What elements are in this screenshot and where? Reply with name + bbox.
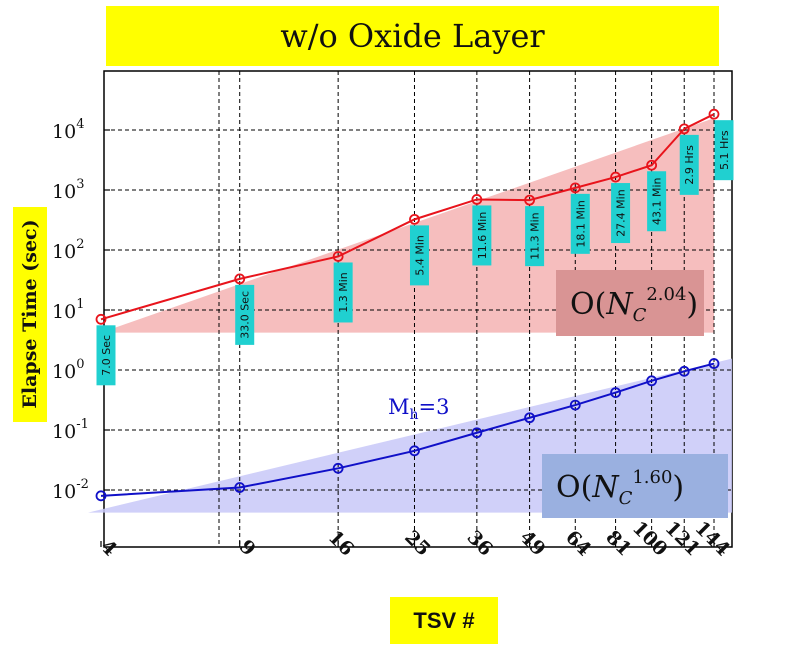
red-complexity-label: O(NC2.04) (570, 284, 698, 326)
chart-title: w/o Oxide Layer (106, 6, 719, 66)
red-series-point (524, 194, 535, 206)
blue-series-point (234, 482, 246, 493)
data-label-bg (679, 134, 699, 195)
red-series-point (95, 313, 107, 325)
data-label-bg (96, 325, 116, 386)
data-label-box: 33.0 Sec (235, 284, 255, 345)
y-tick-label: 10-2 (52, 477, 89, 503)
data-label: 11.3 Min (529, 212, 542, 260)
y-tick-label: 104 (52, 117, 84, 143)
red-series-point (471, 194, 483, 205)
red-series-point (610, 171, 621, 183)
data-label-box: 1.3 Min (333, 262, 353, 323)
data-label-box: 7.0 Sec (96, 325, 116, 386)
data-label: 5.1 Hrs (718, 130, 731, 170)
y-tick-label: 10-1 (52, 417, 89, 443)
data-label-bg (647, 171, 667, 232)
data-label: 7.0 Sec (100, 335, 113, 376)
data-label-bg (235, 284, 255, 345)
blue-series-point (610, 387, 621, 399)
red-series-point (234, 273, 246, 285)
blue-series-point (332, 462, 344, 474)
data-label: 5.4 Min (413, 235, 426, 276)
blue-series-point (95, 490, 107, 502)
data-label-box: 18.1 Min (570, 193, 590, 254)
data-label-bg (570, 193, 590, 254)
data-label-bg (611, 183, 631, 244)
y-tick-label: 101 (52, 297, 84, 323)
data-label: 11.6 Min (476, 212, 489, 260)
red-series-point (678, 123, 690, 135)
red-series-point (646, 159, 658, 171)
data-label-box: 27.4 Min (611, 183, 631, 244)
blue-series-point (569, 399, 581, 411)
data-label-bg (472, 205, 492, 266)
red-series-point (409, 213, 420, 225)
blue-series-point (409, 445, 420, 457)
blue-complexity-label: O(NC1.60) (556, 467, 684, 509)
data-label-bg (333, 262, 353, 323)
data-label-box: 11.3 Min (525, 206, 545, 267)
x-axis-label: TSV # (390, 597, 498, 644)
data-label-box: 5.1 Hrs (714, 120, 734, 181)
red-series-point (569, 182, 581, 194)
blue-series-point (708, 358, 720, 369)
blue-series-line (100, 362, 715, 497)
blue-series-point (471, 427, 483, 439)
mh-annotation: Mh=3 (388, 395, 450, 423)
data-label: 2.9 Hrs (683, 145, 696, 185)
blue-series-point (524, 412, 535, 424)
blue-complexity-label-bg (542, 454, 728, 518)
red-series-point (332, 251, 344, 262)
data-label: 18.1 Min (574, 200, 587, 248)
red-series-line (100, 113, 715, 321)
red-series-point (708, 108, 720, 120)
data-label-box: 11.6 Min (472, 205, 492, 266)
data-label-bg (714, 120, 734, 181)
y-axis-label-background (13, 207, 47, 422)
blue-series-point (646, 375, 658, 387)
data-label: 27.4 Min (615, 189, 628, 237)
data-label: 33.0 Sec (239, 291, 252, 339)
red-complexity-label-bg (556, 270, 704, 336)
blue-series-point (678, 365, 690, 377)
y-tick-label: 103 (52, 177, 84, 203)
data-label-box: 5.4 Min (409, 225, 429, 286)
y-tick-label: 102 (52, 237, 84, 263)
data-label-bg (409, 225, 429, 286)
data-label-box: 2.9 Hrs (679, 134, 699, 195)
data-label-box: 43.1 Min (647, 171, 667, 232)
y-tick-label: 100 (52, 357, 84, 383)
data-label: 43.1 Min (651, 177, 664, 225)
data-label: 1.3 Min (337, 272, 350, 313)
data-label-bg (525, 206, 545, 267)
